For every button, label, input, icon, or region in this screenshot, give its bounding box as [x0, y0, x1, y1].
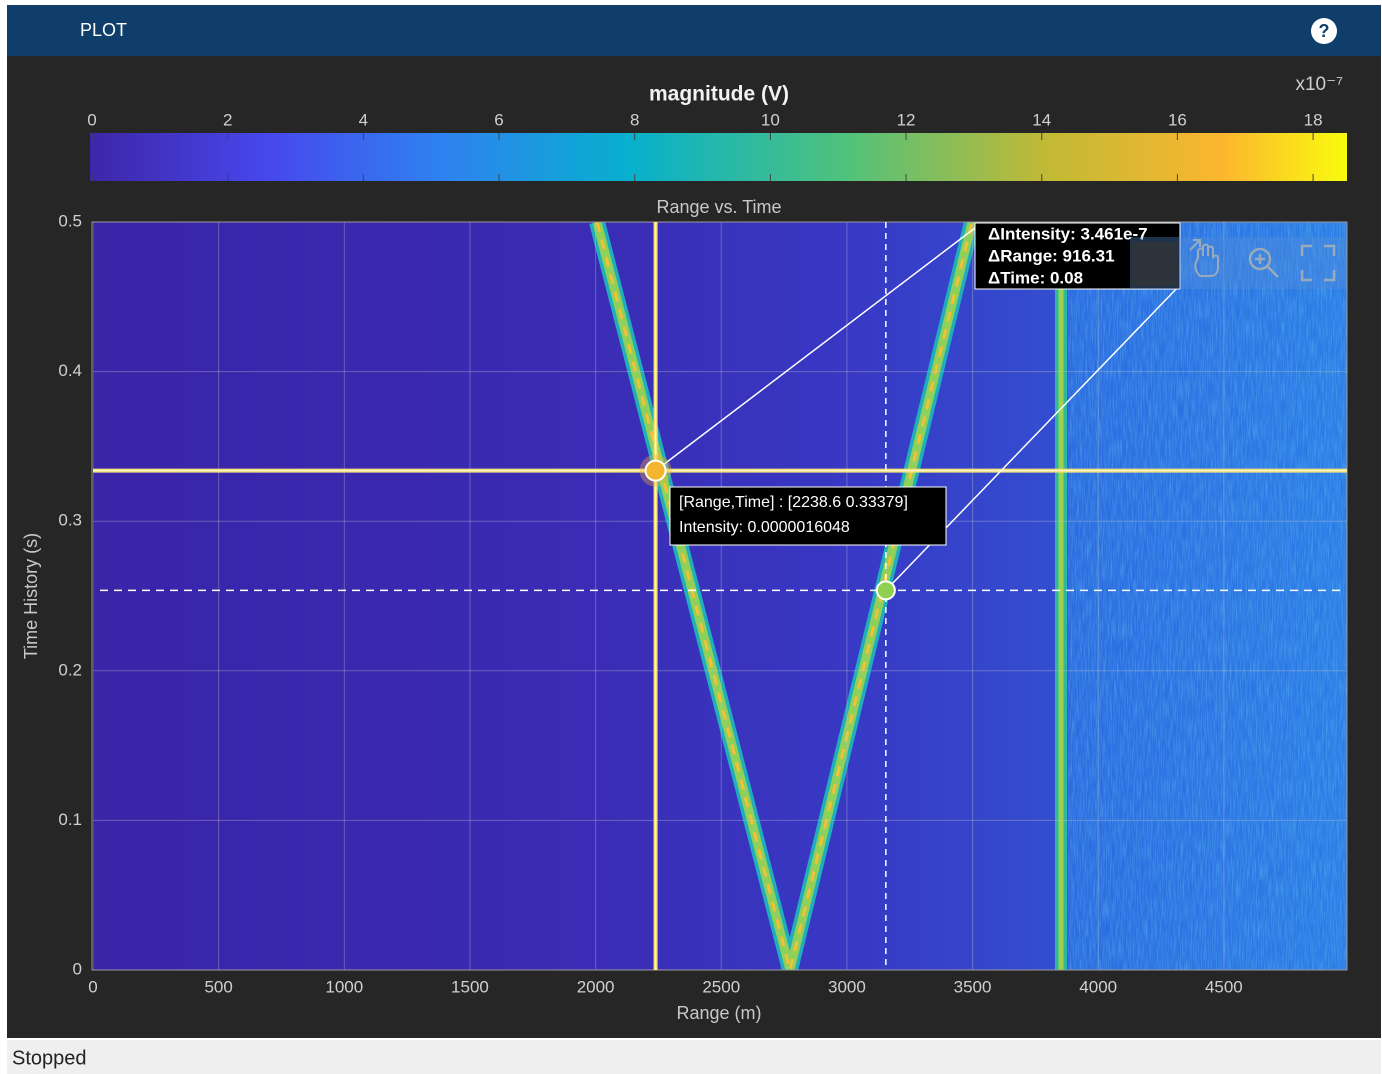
- x-tick-label: 3000: [828, 977, 866, 996]
- colorbar-tick-label: 18: [1304, 110, 1323, 129]
- x-tick-label: 4000: [1079, 977, 1117, 996]
- restore-button[interactable]: [1300, 244, 1336, 282]
- status-text: Stopped: [12, 1047, 87, 1069]
- delta-cursor-marker: [875, 580, 896, 601]
- x-tick-label: 0: [88, 977, 97, 996]
- heatmap: [93, 222, 1347, 970]
- x-tick-label: 4500: [1205, 977, 1243, 996]
- colorbar-exponent: x10⁻⁷: [1295, 74, 1343, 95]
- colorbar-tick-label: 8: [630, 110, 639, 129]
- header-title: PLOT: [80, 20, 127, 40]
- x-tick-label: 2000: [577, 977, 615, 996]
- colorbar-tick-label: 10: [761, 110, 780, 129]
- y-tick-label: 0: [73, 959, 82, 978]
- export-icon[interactable]: [1189, 239, 1201, 251]
- zoom-button[interactable]: [1248, 247, 1272, 271]
- delta-tip-text: ΔRange: 916.31: [988, 246, 1115, 265]
- cursor-marker: [644, 459, 667, 482]
- delta-connector: [655, 227, 976, 472]
- x-tick-label: 500: [204, 977, 232, 996]
- y-tick-label: 0.3: [58, 511, 82, 530]
- colorbar-tick-label: 2: [223, 110, 232, 129]
- colorbar-tick-label: 16: [1168, 110, 1187, 129]
- y-axis-label: Time History (s): [21, 533, 41, 659]
- datatip-text: Intensity: 0.0000016048: [679, 519, 850, 536]
- y-tick-label: 0.4: [58, 361, 82, 380]
- toolbar-export[interactable]: [1132, 242, 1178, 286]
- datatip-text: [Range,Time] : [2238.6 0.33379]: [679, 494, 908, 511]
- x-tick-label: 1500: [451, 977, 489, 996]
- plot-title: Range vs. Time: [656, 197, 781, 217]
- colorbar-tick-label: 6: [494, 110, 503, 129]
- colorbar-tick-label: 14: [1032, 110, 1051, 129]
- x-tick-label: 1000: [325, 977, 363, 996]
- axes-toolbar: [1130, 237, 1346, 289]
- x-axis-label: Range (m): [676, 1003, 761, 1023]
- pan-button[interactable]: [1194, 243, 1219, 277]
- heatmap-noise: [1068, 222, 1347, 970]
- colorbar-tick-label: 4: [359, 110, 368, 129]
- delta-tip-text: ΔTime: 0.08: [988, 268, 1083, 287]
- x-tick-label: 2500: [702, 977, 740, 996]
- y-tick-label: 0.5: [58, 211, 82, 230]
- header-bar: [7, 5, 1381, 56]
- colorbar-title: magnitude (V): [649, 83, 789, 106]
- datatip-box: [669, 486, 947, 546]
- zoom-icon[interactable]: [1255, 254, 1279, 278]
- colorbar-tick-label: 12: [897, 110, 916, 129]
- colorbar-tick-label: 0: [87, 110, 96, 129]
- status-bar: [7, 1040, 1381, 1074]
- y-tick-label: 0.1: [58, 810, 82, 829]
- help-button[interactable]: [1311, 18, 1337, 44]
- help-icon[interactable]: ?: [1319, 21, 1330, 41]
- x-tick-label: 3500: [954, 977, 992, 996]
- y-tick-label: 0.2: [58, 660, 82, 679]
- delta-tip-text: ΔIntensity: 3.461e-7: [988, 224, 1148, 243]
- colorbar: [90, 133, 1347, 181]
- axes-box: [91, 221, 1348, 971]
